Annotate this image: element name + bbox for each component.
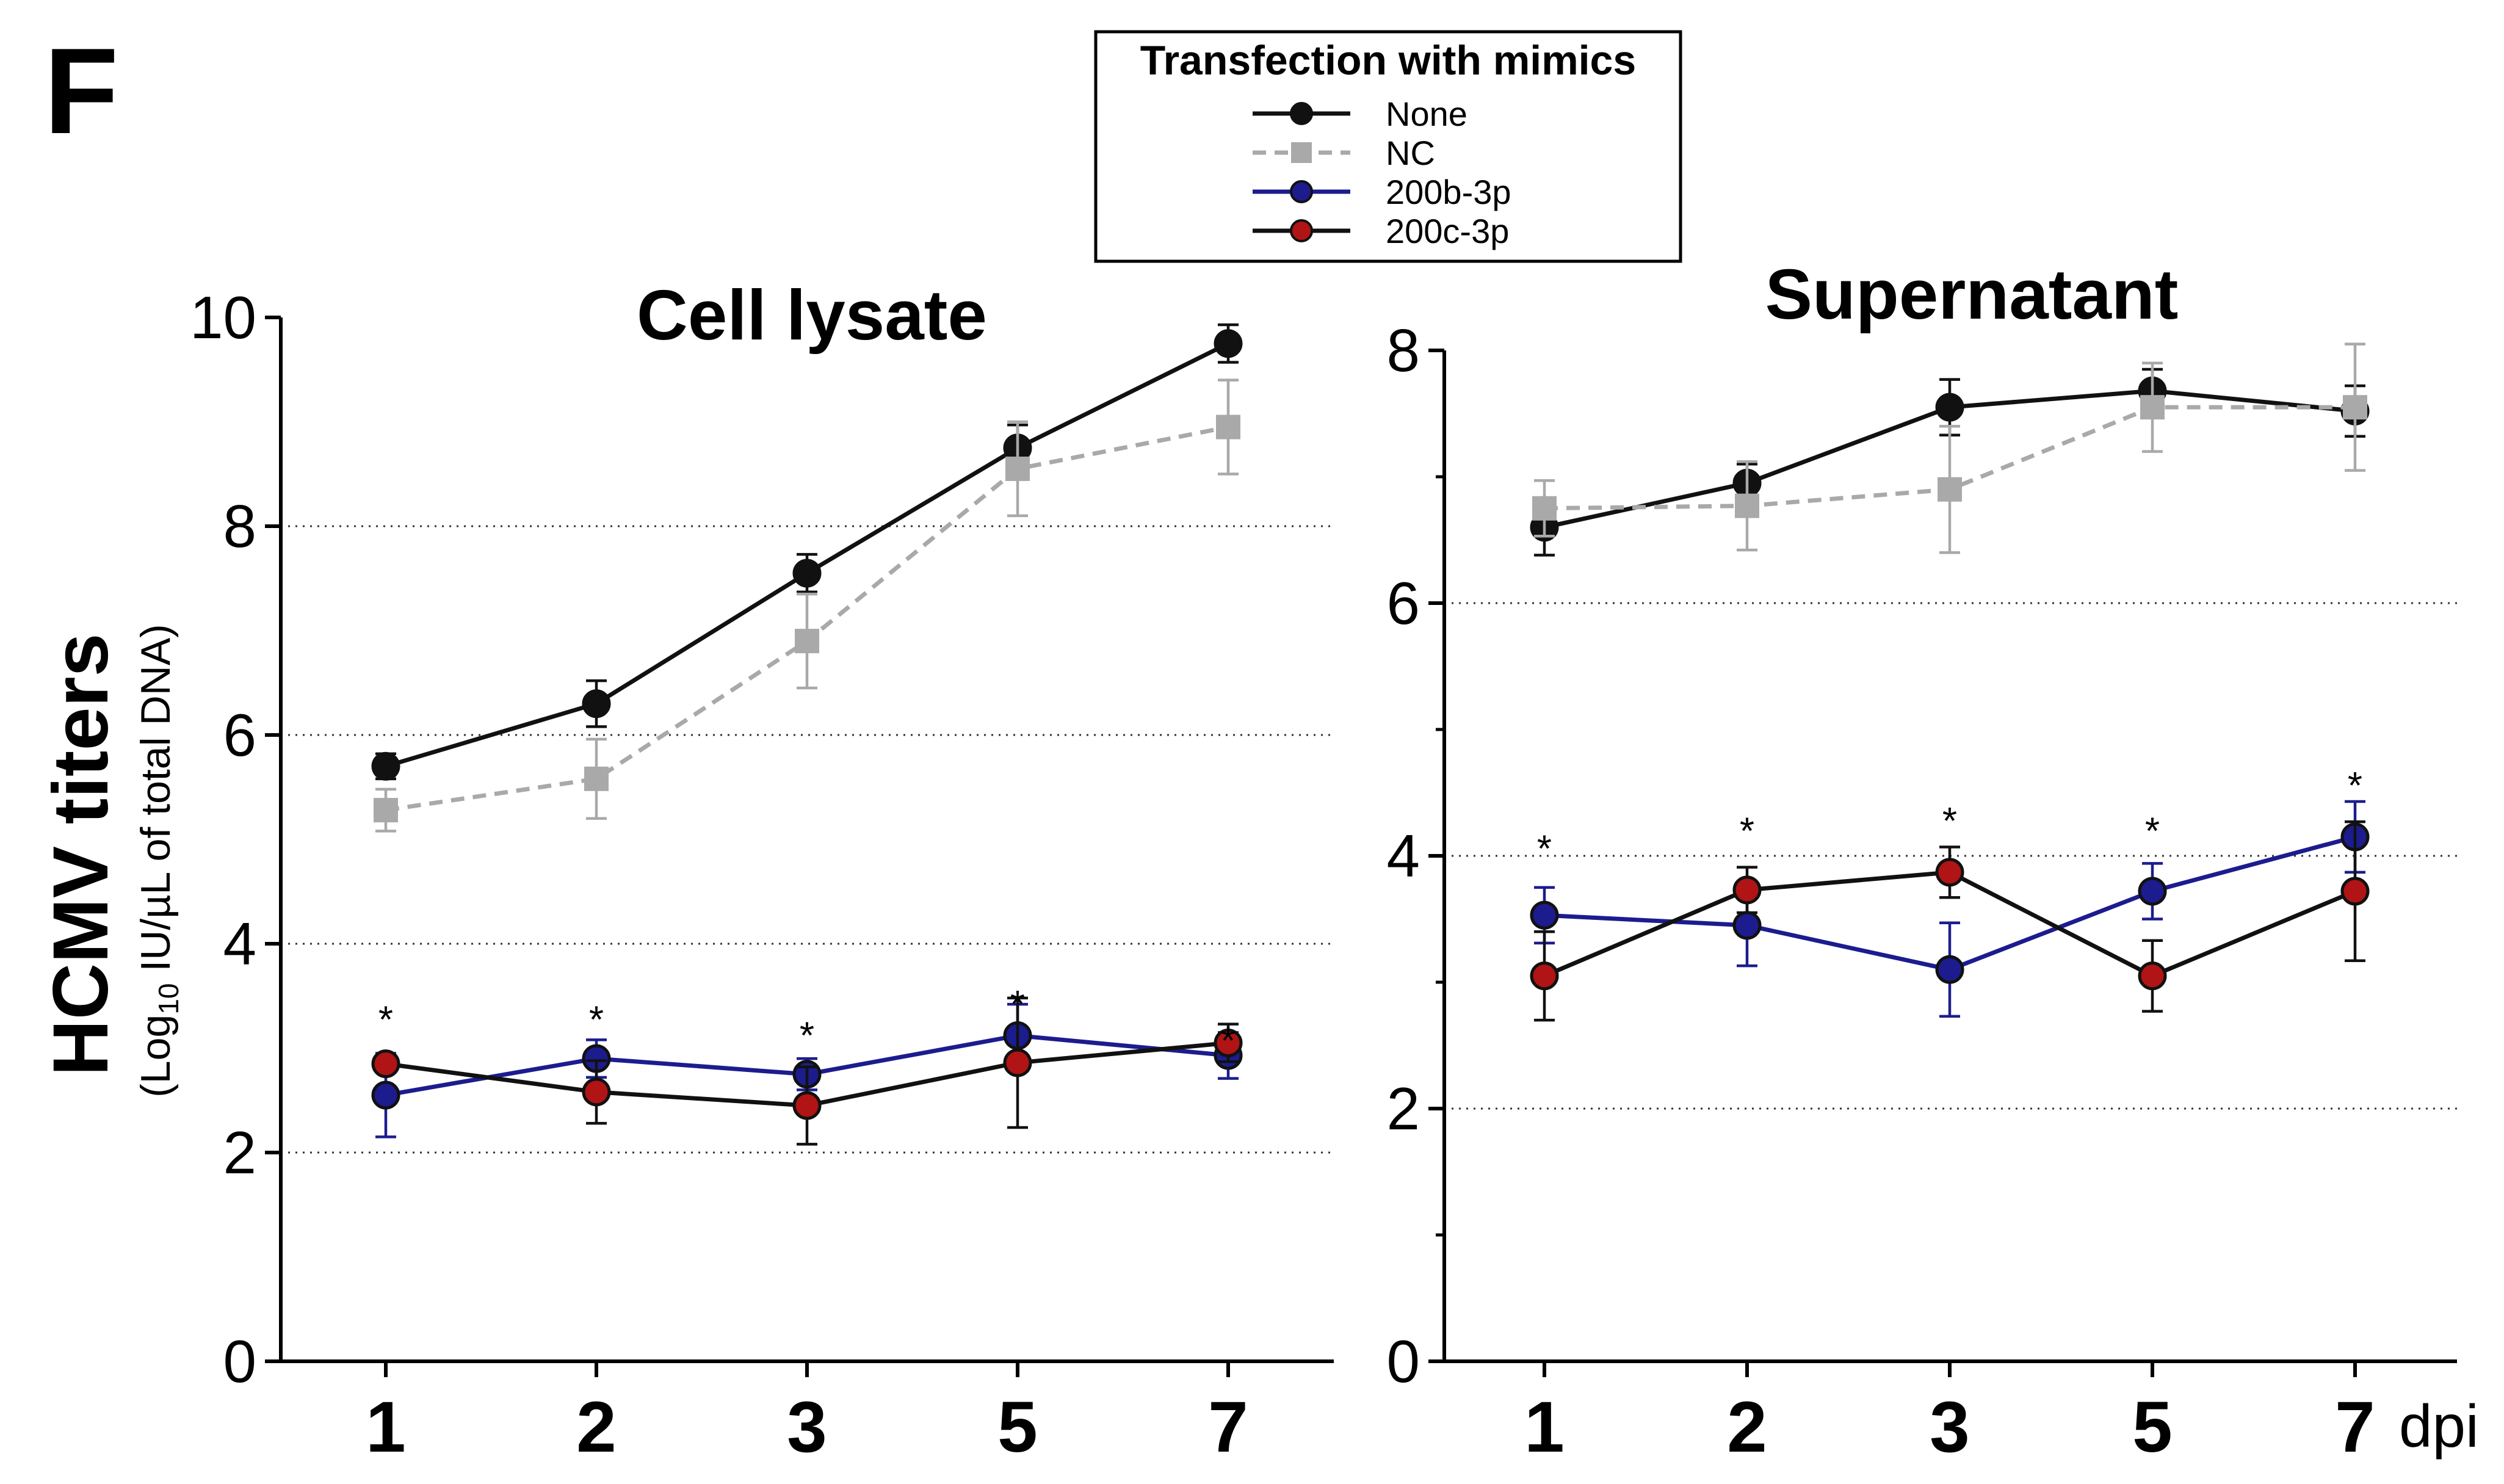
supernatant-xtick-label-3: 3 [1930, 1387, 1970, 1468]
supernatant-200b-3p-point [1732, 911, 1762, 940]
legend-title: Transfection with mimics [1140, 37, 1636, 84]
cell-lysate-series-none [371, 323, 1243, 781]
legend-marker-none [1290, 102, 1313, 125]
legend-label-200c-3p: 200c-3p [1386, 212, 1509, 250]
supernatant-nc-point [2140, 395, 2165, 420]
cell-lysate-none-point [1214, 329, 1243, 358]
y-axis-title: HCMV titers [37, 633, 125, 1076]
supernatant-nc-point [1532, 496, 1557, 521]
y-axis-subtitle-group: (Log10 IU/µL of total DNA) [132, 624, 184, 1098]
supernatant-200c-3p-point [1732, 875, 1762, 905]
panel-label: F [44, 23, 118, 159]
cell-lysate-200c-3p-point [1003, 1048, 1032, 1077]
cell-lysate-ytick-label-10: 10 [190, 284, 256, 351]
supernatant-nc-point [1938, 477, 1962, 502]
supernatant-significance-mark: * [1537, 828, 1552, 870]
supernatant-title: Supernatant [1765, 255, 2179, 334]
supernatant-ytick-label-6: 6 [1386, 570, 1420, 637]
cell-lysate-200b-3p-point [371, 1080, 400, 1110]
cell-lysate-200c-3p-point [582, 1077, 611, 1107]
x-unit-label: dpi [2399, 1392, 2479, 1460]
cell-lysate-xtick-label-3: 3 [787, 1387, 827, 1468]
supernatant-ytick-label-0: 0 [1386, 1328, 1420, 1395]
cell-lysate-ytick-label-2: 2 [223, 1119, 256, 1186]
cell-lysate-xtick-label-1: 1 [366, 1387, 406, 1468]
panel-supernatant: Supernatant 0 2 4 6 8 1 2 3 5 7 * * * * * [1386, 255, 2457, 1468]
supernatant-significance-mark: * [2145, 810, 2160, 852]
cell-lysate-xtick-label-7: 7 [1208, 1387, 1248, 1468]
supernatant-xtick-label-2: 2 [1727, 1387, 1767, 1468]
legend-marker-nc [1291, 142, 1312, 163]
supernatant-200b-3p-point [2138, 877, 2167, 906]
cell-lysate-ytick-label-0: 0 [223, 1328, 256, 1395]
supernatant-200b-3p-point [1935, 955, 1964, 984]
supernatant-ytick-label-2: 2 [1386, 1075, 1420, 1142]
cell-lysate-none-point [582, 689, 611, 718]
supernatant-nc-point [1735, 493, 1759, 518]
legend-box [1094, 30, 1682, 263]
supernatant-200b-3p-point [1530, 900, 1559, 930]
cell-lysate-significance-mark: * [800, 1015, 814, 1057]
y-axis-subtitle-pre: (Log [132, 1015, 179, 1098]
supernatant-200c-3p-point [2340, 877, 2370, 906]
legend-label-none: None [1386, 95, 1467, 133]
cell-lysate-nc-point [584, 766, 609, 791]
cell-lysate-none-point [792, 559, 822, 588]
cell-lysate-200c-3p-point [371, 1049, 400, 1079]
cell-lysate-200c-3p-point [1214, 1028, 1243, 1057]
cell-lysate-series-nc [374, 378, 1240, 833]
cell-lysate-significance-mark: * [589, 999, 604, 1041]
legend: Transfection with mimics NoneNC200b-3p20… [1094, 30, 1682, 263]
supernatant-200c-3p-point [2138, 961, 2167, 991]
y-axis-subtitle-post: IU/µL of total DNA) [132, 624, 179, 983]
y-axis-title-group: HCMV titers [37, 633, 125, 1076]
supernatant-significance-mark: * [1942, 800, 1957, 842]
cell-lysate-significance-mark: * [1010, 983, 1025, 1026]
cell-lysate-significance-mark: * [1221, 1020, 1236, 1062]
cell-lysate-nc-point [374, 798, 398, 823]
legend-label-nc: NC [1386, 134, 1435, 172]
legend-marker-200c-3p [1290, 219, 1313, 242]
legend-label-200b-3p: 200b-3p [1386, 173, 1511, 211]
supernatant-200c-3p-point [1530, 961, 1559, 991]
cell-lysate-nc-point [1216, 414, 1240, 440]
legend-marker-200b-3p [1290, 180, 1313, 203]
cell-lysate-title: Cell lysate [637, 275, 987, 355]
supernatant-series-200c-3p [1530, 820, 2370, 1022]
cell-lysate-significance-mark: * [378, 999, 393, 1041]
cell-lysate-ytick-label-4: 4 [223, 910, 256, 977]
cell-lysate-200c-3p-point [792, 1091, 822, 1120]
cell-lysate-none-point [371, 751, 400, 781]
supernatant-nc-point [2343, 395, 2367, 420]
supernatant-200c-3p-point [1935, 858, 1964, 887]
supernatant-xtick-label-5: 5 [2132, 1387, 2173, 1468]
cell-lysate-ytick-label-8: 8 [223, 493, 256, 560]
cell-lysate-series-200c-3p [371, 996, 1243, 1146]
supernatant-significance-mark: * [2348, 765, 2362, 807]
supernatant-significance-mark: * [1740, 810, 1754, 852]
supernatant-series-200b-3p [1530, 800, 2370, 1018]
y-axis-subtitle: (Log10 IU/µL of total DNA) [132, 624, 184, 1098]
cell-lysate-xtick-label-5: 5 [997, 1387, 1038, 1468]
cell-lysate-xtick-label-2: 2 [576, 1387, 617, 1468]
cell-lysate-nc-point [1005, 456, 1030, 481]
cell-lysate-ytick-label-6: 6 [223, 701, 256, 769]
supernatant-xtick-label-7: 7 [2335, 1387, 2375, 1468]
supernatant-xtick-label-1: 1 [1524, 1387, 1565, 1468]
supernatant-ytick-label-4: 4 [1386, 822, 1420, 889]
y-axis-subtitle-sub: 10 [153, 983, 184, 1015]
supernatant-ytick-label-8: 8 [1386, 317, 1420, 384]
supernatant-none-point [1935, 393, 1964, 422]
supernatant-series-nc [1532, 342, 2367, 554]
cell-lysate-nc-point [795, 629, 819, 654]
